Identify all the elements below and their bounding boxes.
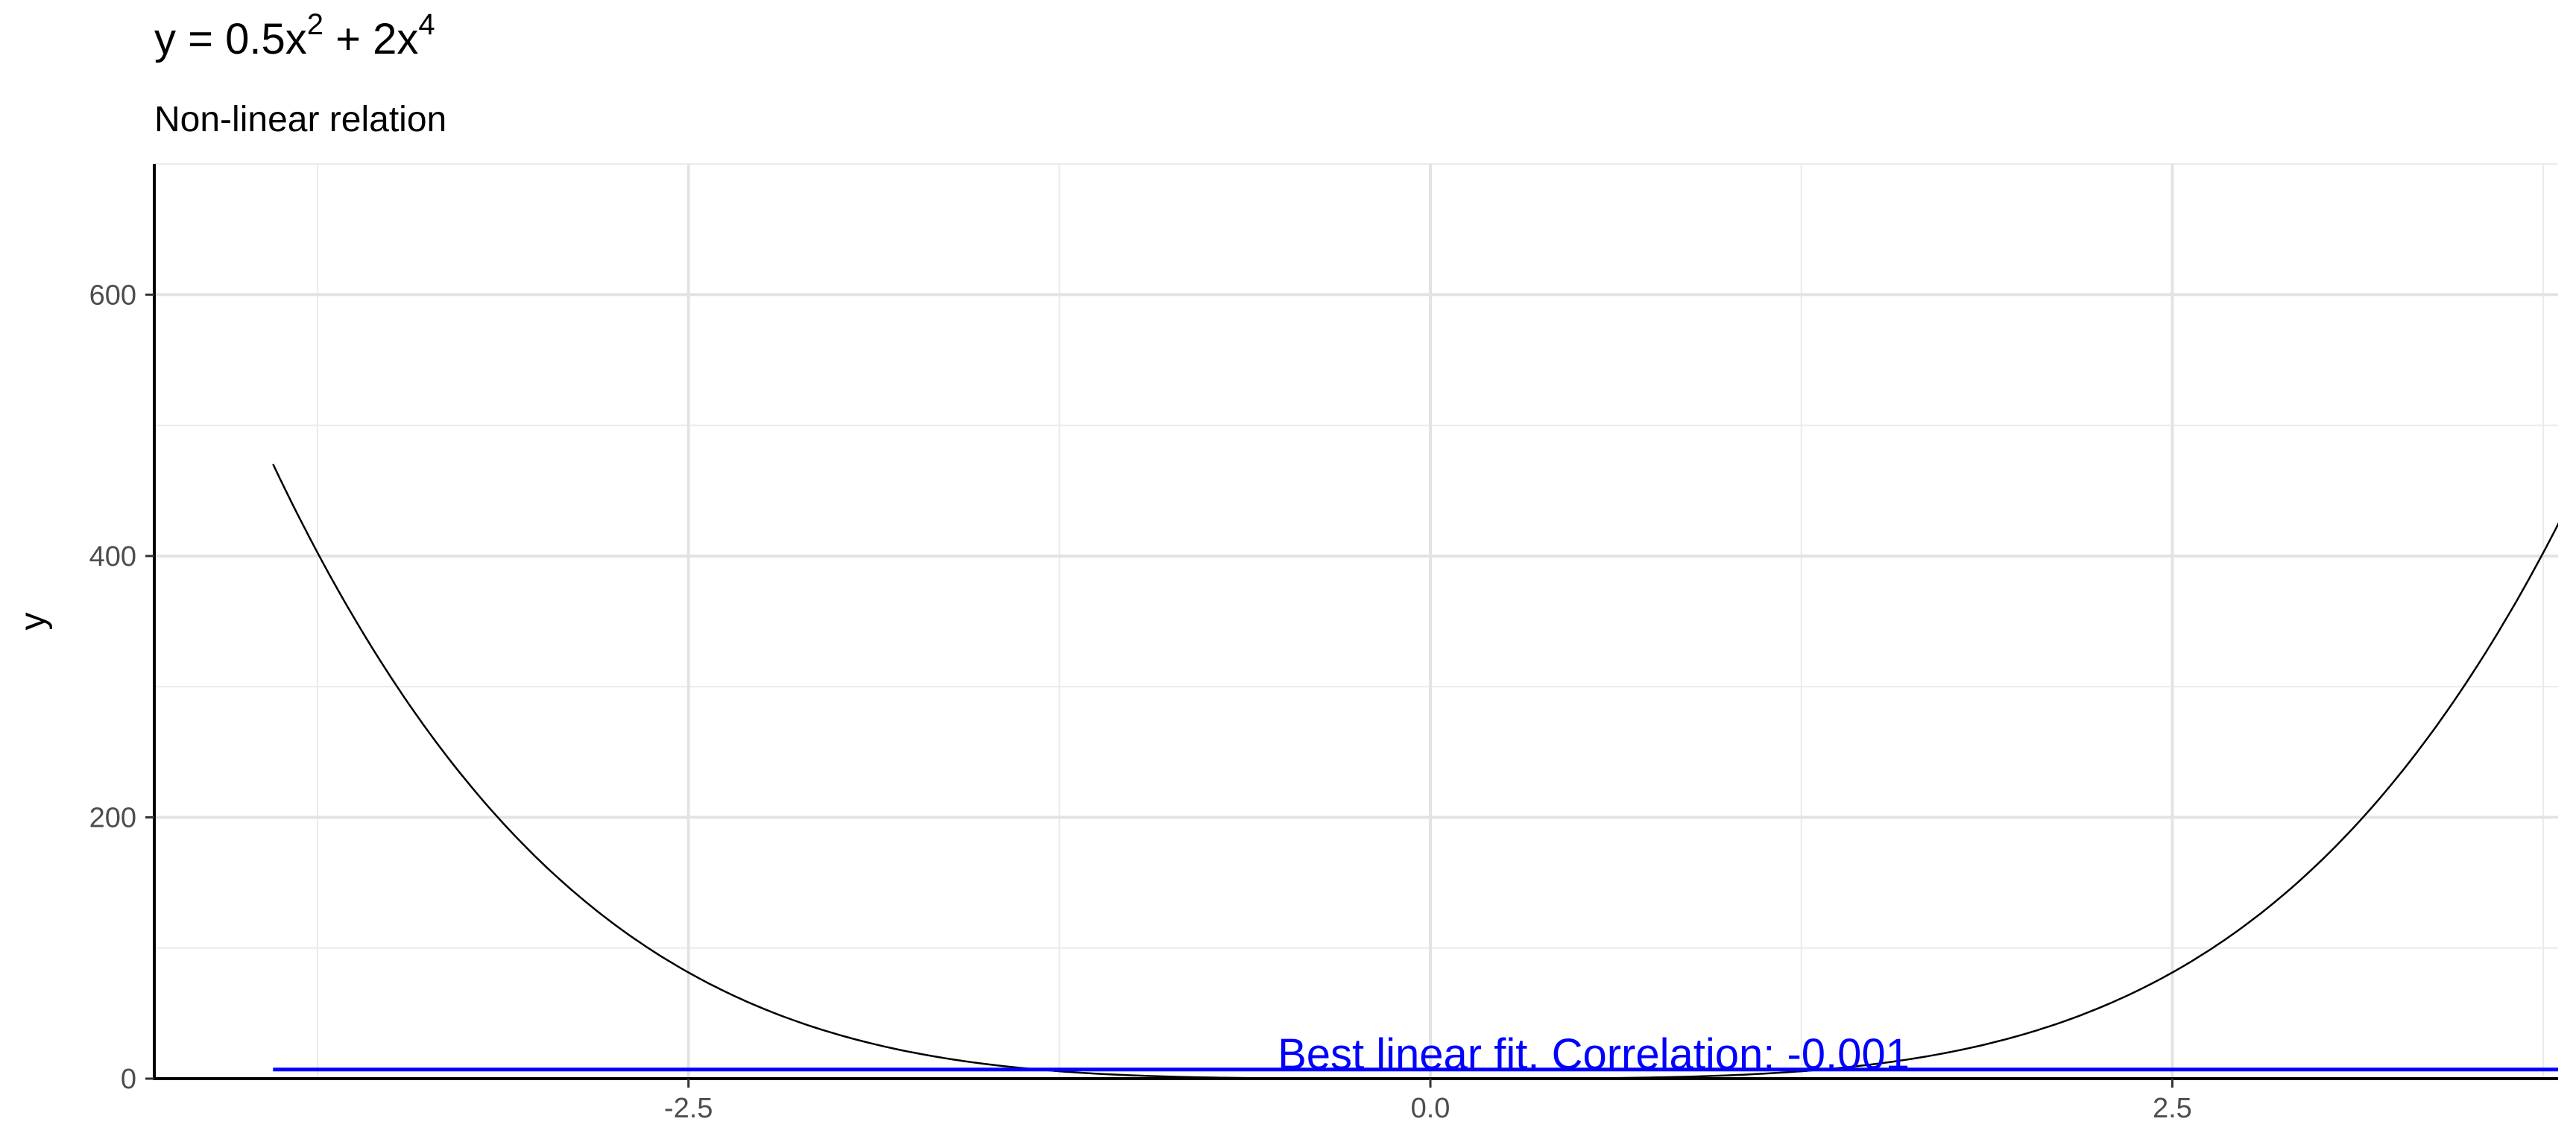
x-tick-label: -2.5 [664, 1093, 713, 1124]
y-tick-label: 600 [89, 280, 136, 311]
series-layer [272, 464, 2558, 1079]
y-axis-title: y [13, 613, 53, 631]
y-tick-label: 0 [121, 1064, 136, 1095]
series-clip [272, 464, 2558, 1079]
ticks-layer: -2.5 0.0 2.5 0 200 400 600 [89, 280, 2192, 1124]
chart-title: y = 0.5x2 + 2x4 [154, 8, 435, 63]
chart-subtitle: Non-linear relation [154, 100, 447, 139]
x-tick-label: 0.0 [1411, 1093, 1450, 1124]
fit-annotation: Best linear fit. Correlation: -0.001 [1278, 1030, 1910, 1079]
y-tick-label: 400 [89, 541, 136, 572]
y-tick-label: 200 [89, 802, 136, 833]
minor-gridlines [154, 163, 2558, 1079]
series-curve-line [272, 464, 2558, 1079]
x-tick-label: 2.5 [2153, 1093, 2192, 1124]
major-gridlines [154, 164, 2558, 1080]
axes-layer [153, 164, 2558, 1080]
